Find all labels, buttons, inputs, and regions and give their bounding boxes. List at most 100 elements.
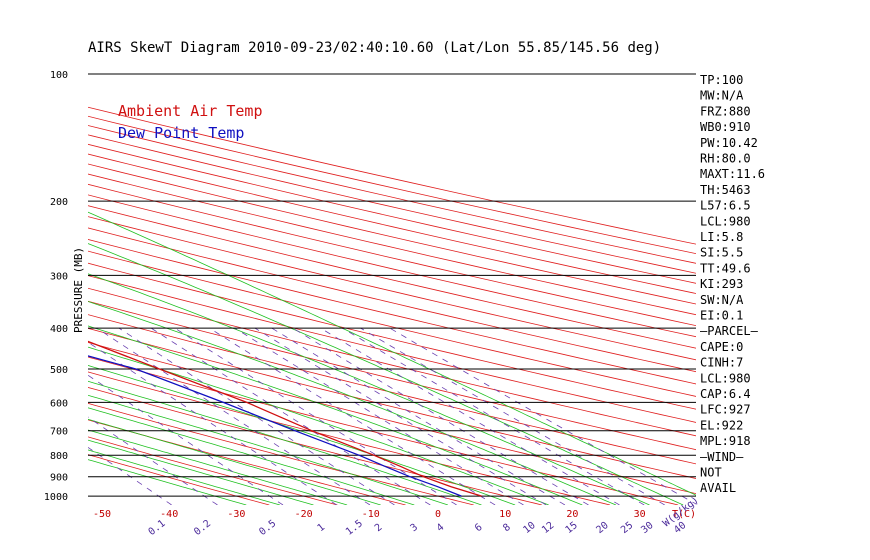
moist-adiabats <box>88 211 696 505</box>
mixing-ratio-line <box>320 327 620 505</box>
index-label: AVAIL <box>700 481 736 495</box>
index-label: FRZ:880 <box>700 104 751 118</box>
dry-adiabat-line <box>88 371 611 505</box>
dry-adiabat-line <box>88 250 696 397</box>
legend-dew-point-temp: Dew Point Temp <box>118 124 244 142</box>
dry-adiabat-line <box>88 454 270 505</box>
mixing-ratio-line <box>292 327 589 505</box>
mixing-ratio-label: 12 <box>540 520 556 536</box>
dry-adiabat-line <box>88 134 696 274</box>
mixing-ratio-line <box>342 327 645 505</box>
moist-adiabat-line <box>88 380 482 505</box>
moist-adiabat-line <box>88 429 348 505</box>
dry-adiabat-line <box>88 287 696 437</box>
pressure-tick-label: 100 <box>50 70 68 81</box>
mixing-ratio-label: 0.5 <box>257 518 278 538</box>
dry-adiabat-line <box>88 205 696 349</box>
mixing-ratio-line <box>360 327 665 505</box>
mixing-ratio-line <box>88 416 218 505</box>
dry-adiabat-line <box>88 314 696 465</box>
plot-area <box>88 106 696 505</box>
moist-adiabat-line <box>88 273 650 505</box>
moist-adiabat-line <box>88 243 684 505</box>
index-label: LI:5.8 <box>700 230 743 244</box>
mixing-ratio-label: 0.1 <box>147 518 168 538</box>
index-label: RH:80.0 <box>700 152 751 166</box>
dry-adiabat-line <box>88 262 696 410</box>
mixing-ratio-label: 4 <box>435 522 447 534</box>
index-label: L57:6.5 <box>700 199 751 213</box>
moist-adiabat-line <box>88 211 696 496</box>
dry-adiabat-line <box>88 143 696 284</box>
chart-title: AIRS SkewT Diagram 2010-09-23/02:40:10.6… <box>88 40 661 56</box>
dry-adiabat-line <box>88 227 696 373</box>
mixing-ratio-line <box>88 341 337 505</box>
index-label: CAP:6.4 <box>700 387 751 401</box>
index-label: TP:100 <box>700 73 743 87</box>
index-label: CINH:7 <box>700 356 743 370</box>
y-axis-label: PRESSURE (MB) <box>72 247 85 333</box>
dry-adiabat-line <box>88 356 679 505</box>
mixing-ratio-line <box>150 327 431 505</box>
index-label: EL:922 <box>700 418 743 432</box>
dry-adiabat-line <box>88 173 696 316</box>
mixing-ratio-line <box>209 327 496 505</box>
index-label: WB0:910 <box>700 120 751 134</box>
mixing-ratio-lines <box>88 327 696 505</box>
pressure-tick-label: 500 <box>50 365 68 376</box>
mixing-ratio-line <box>389 327 696 505</box>
index-label: MW:N/A <box>700 89 744 103</box>
pressure-tick-label: 200 <box>50 197 68 208</box>
dry-adiabat-line <box>88 275 696 423</box>
index-label: EI:0.1 <box>700 309 743 323</box>
isobars <box>88 200 696 497</box>
mixing-ratio-line <box>254 327 547 505</box>
index-label: MPL:918 <box>700 434 751 448</box>
dry-adiabat-line <box>88 153 696 294</box>
mixing-ratio-line <box>271 327 566 505</box>
dry-adiabat-line <box>88 216 696 361</box>
mixing-ratio-label: 3 <box>409 522 421 534</box>
dry-adiabat-line <box>88 239 696 385</box>
mixing-ratio-line <box>174 327 457 505</box>
mixing-ratio-label: 2 <box>373 522 385 534</box>
legend-ambient-air-temp: Ambient Air Temp <box>118 102 263 120</box>
index-label: KI:293 <box>700 277 743 291</box>
pressure-tick-label: 700 <box>50 427 68 438</box>
moist-adiabat-line <box>88 325 583 505</box>
index-label: CAPE:0 <box>700 340 743 354</box>
dewpoint-profile-line <box>88 355 462 497</box>
mixing-ratio-label: 8 <box>501 522 513 534</box>
mixing-ratio-label: 0.2 <box>192 518 213 538</box>
dry-adiabat-line <box>88 419 406 505</box>
mixing-ratio-label: 10 <box>521 520 537 536</box>
mixing-ratio-line <box>88 446 172 505</box>
mixing-ratio-label: 1 <box>316 522 328 534</box>
pressure-tick-label: 900 <box>50 473 68 484</box>
bottom-temp-tick-label: -10 <box>362 509 380 520</box>
index-label: SI:5.5 <box>700 246 743 260</box>
index-label: —PARCEL— <box>700 324 759 338</box>
pressure-tick-label: 1000 <box>44 492 68 503</box>
temperature-profile-line <box>88 340 482 497</box>
dry-adiabat-line <box>88 436 338 505</box>
mixing-ratio-line <box>234 327 524 505</box>
mixing-ratio-labels: 0.1 0.2 0.5 1 1.5 2 3 4 6 8 10 12 15 20 25 30 40 <box>147 518 689 538</box>
index-label: SW:N/A <box>700 293 744 307</box>
mixing-ratio-line <box>96 327 371 505</box>
index-label: MAXT:11.6 <box>700 167 765 181</box>
mixing-ratio-label: 1.5 <box>344 518 365 538</box>
mixing-ratio-label: 25 <box>619 520 635 536</box>
moist-adiabat-line <box>88 459 247 505</box>
temp-axis-unit: T(C) <box>672 509 696 520</box>
index-label: LCL:980 <box>700 371 751 385</box>
moist-adiabat-line <box>88 439 314 505</box>
moist-adiabat-line <box>88 394 449 505</box>
index-label: LCL:980 <box>700 214 751 228</box>
bottom-temp-tick-label: -20 <box>295 509 313 520</box>
index-label: LFC:927 <box>700 403 751 417</box>
mixing-ratio-label: 30 <box>639 520 655 536</box>
bottom-temp-tick-label: 0 <box>435 509 441 520</box>
